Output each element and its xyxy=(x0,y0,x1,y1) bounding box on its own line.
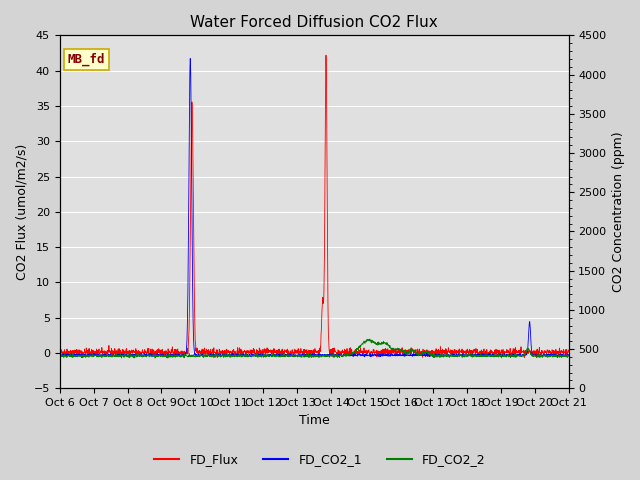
FD_CO2_1 xyxy=(329,352,337,358)
FD_Flux xyxy=(534,348,542,354)
FD_Flux xyxy=(340,351,348,357)
FD_CO2_1 xyxy=(536,354,544,360)
FD_Flux xyxy=(564,348,572,354)
FD_CO2_1 xyxy=(56,353,63,359)
Line: FD_CO2_2: FD_CO2_2 xyxy=(60,339,568,358)
FD_CO2_1 xyxy=(340,351,348,357)
Y-axis label: CO2 Flux (umol/m2/s): CO2 Flux (umol/m2/s) xyxy=(15,144,28,280)
FD_CO2_2 xyxy=(329,353,337,359)
Line: FD_Flux: FD_Flux xyxy=(60,55,568,358)
FD_CO2_2 xyxy=(462,353,470,359)
FD_CO2_2 xyxy=(564,353,572,359)
FD_Flux xyxy=(520,348,528,354)
FD_CO2_2 xyxy=(164,355,172,361)
FD_CO2_1 xyxy=(520,351,527,357)
FD_Flux xyxy=(329,350,337,356)
FD_CO2_2 xyxy=(56,353,63,359)
Y-axis label: CO2 Concentration (ppm): CO2 Concentration (ppm) xyxy=(612,132,625,292)
FD_Flux xyxy=(118,355,125,361)
FD_CO2_2 xyxy=(198,352,205,358)
Text: MB_fd: MB_fd xyxy=(67,53,105,66)
FD_CO2_1 xyxy=(564,352,572,358)
FD_CO2_2 xyxy=(534,351,542,357)
FD_Flux xyxy=(322,52,330,58)
Legend: FD_Flux, FD_CO2_1, FD_CO2_2: FD_Flux, FD_CO2_1, FD_CO2_2 xyxy=(149,448,491,471)
FD_CO2_1 xyxy=(198,353,205,359)
FD_CO2_1 xyxy=(462,353,470,359)
Line: FD_CO2_1: FD_CO2_1 xyxy=(60,59,568,357)
FD_Flux xyxy=(56,348,63,354)
FD_CO2_1 xyxy=(534,352,542,358)
FD_CO2_2 xyxy=(340,353,348,359)
FD_CO2_1 xyxy=(186,56,194,61)
FD_Flux xyxy=(462,351,470,357)
Title: Water Forced Diffusion CO2 Flux: Water Forced Diffusion CO2 Flux xyxy=(190,15,438,30)
FD_Flux xyxy=(198,347,205,353)
X-axis label: Time: Time xyxy=(299,414,330,427)
FD_CO2_2 xyxy=(520,353,528,359)
FD_CO2_2 xyxy=(366,336,374,342)
